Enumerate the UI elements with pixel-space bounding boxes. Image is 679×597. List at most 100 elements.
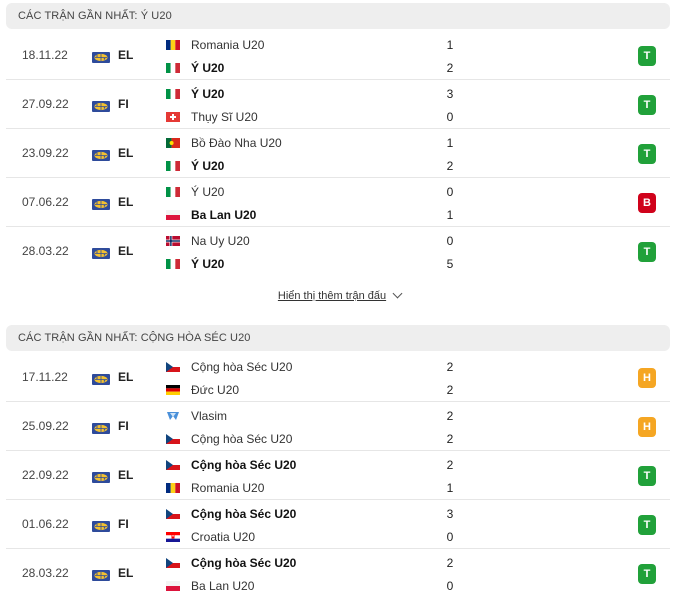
result-badge: T [638,144,656,164]
away-team[interactable]: Ý U20 [166,254,224,274]
switzerland-flag-icon [166,108,180,122]
competition-code: FI [118,97,129,111]
italy-flag-icon [166,59,180,73]
match-row[interactable]: 28.03.22 EL Cộng hòa Séc U20 Ba Lan U20 2 0 T [6,549,670,597]
section-title-czech: CÁC TRẬN GẦN NHẤT: CỘNG HÒA SÉC U20 [6,325,670,351]
away-team[interactable]: Ý U20 [166,156,224,176]
away-team-name[interactable]: Croatia U20 [191,530,256,544]
home-team[interactable]: Cộng hòa Séc U20 [166,553,296,573]
competition-code: EL [118,566,134,580]
match-row[interactable]: 18.11.22 EL Romania U20 Ý U20 1 2 T [6,31,670,80]
czech-flag-icon [166,430,180,444]
home-score: 2 [446,360,454,374]
home-team-name[interactable]: Cộng hòa Séc U20 [191,556,297,570]
home-team-name[interactable]: Romania U20 [191,38,265,52]
match-row[interactable]: 25.09.22 FI Vlasim Cộng hòa Séc U20 2 2 H [6,402,670,451]
home-team[interactable]: Cộng hòa Séc U20 [166,357,292,377]
match-date: 23.09.22 [22,146,69,160]
away-team[interactable]: Croatia U20 [166,527,255,547]
competition-icon [92,568,110,581]
show-more-label[interactable]: Hiển thị thêm trận đấu [277,290,387,302]
away-score: 2 [446,432,454,446]
home-team-name[interactable]: Cộng hòa Séc U20 [191,458,297,472]
home-team[interactable]: Cộng hòa Séc U20 [166,504,296,524]
chevron-down-icon[interactable] [392,288,403,299]
match-date: 28.03.22 [22,566,69,580]
italy-flag-icon [166,157,180,171]
competition-icon [92,50,110,63]
away-team[interactable]: Ý U20 [166,58,224,78]
match-date: 07.06.22 [22,195,69,209]
away-score: 2 [446,383,454,397]
match-row[interactable]: 01.06.22 FI Cộng hòa Séc U20 Croatia U20 3 0 T [6,500,670,549]
match-date: 01.06.22 [22,517,69,531]
competition-icon [92,246,110,259]
home-score: 2 [446,458,454,472]
match-row[interactable]: 23.09.22 EL Bồ Đào Nha U20 Ý U20 1 2 T [6,129,670,178]
home-team-name[interactable]: Bồ Đào Nha U20 [191,136,282,150]
away-team-name[interactable]: Thụy Sĩ U20 [191,110,258,124]
competition-code: EL [118,48,134,62]
home-team[interactable]: Ý U20 [166,84,224,104]
home-team[interactable]: Bồ Đào Nha U20 [166,133,282,153]
away-team-name[interactable]: Ý U20 [191,61,225,75]
away-team-name[interactable]: Ba Lan U20 [191,579,255,593]
vlasim-flag-icon [166,407,180,420]
away-team[interactable]: Cộng hòa Séc U20 [166,429,292,449]
match-row[interactable]: 27.09.22 FI Ý U20 Thụy Sĩ U20 3 0 T [6,80,670,129]
away-team[interactable]: Ba Lan U20 [166,576,254,596]
home-score: 2 [446,556,454,570]
home-team[interactable]: Na Uy U20 [166,231,250,251]
competition-icon [92,148,110,161]
away-team[interactable]: Ba Lan U20 [166,205,256,225]
away-team-name[interactable]: Ý U20 [191,159,225,173]
home-team-name[interactable]: Na Uy U20 [191,234,250,248]
away-team[interactable]: Thụy Sĩ U20 [166,107,258,127]
home-team-name[interactable]: Vlasim [191,409,228,423]
away-team[interactable]: Đức U20 [166,380,239,400]
competition-icon [92,519,110,532]
competition-code: EL [118,468,134,482]
away-score: 0 [446,579,454,593]
competition-code: EL [118,195,134,209]
home-team[interactable]: Ý U20 [166,182,224,202]
competition-code: FI [118,419,129,433]
away-score: 2 [446,61,454,75]
match-date: 25.09.22 [22,419,69,433]
away-team-name[interactable]: Romania U20 [191,481,265,495]
norway-flag-icon [166,232,180,246]
section-title-italy: CÁC TRẬN GẦN NHẤT: Ý U20 [6,3,670,29]
away-team-name[interactable]: Ý U20 [191,257,225,271]
portugal-flag-icon [166,134,180,148]
match-row[interactable]: 17.11.22 EL Cộng hòa Séc U20 Đức U20 2 2 H [6,353,670,402]
match-row[interactable]: 22.09.22 EL Cộng hòa Séc U20 Romania U20 2 1 T [6,451,670,500]
romania-flag-icon [166,36,180,50]
home-team[interactable]: Romania U20 [166,35,264,55]
home-team-name[interactable]: Cộng hòa Séc U20 [191,360,293,374]
away-team-name[interactable]: Ba Lan U20 [191,208,257,222]
croatia-flag-icon [166,528,180,542]
czech-flag-icon [166,554,180,568]
home-team-name[interactable]: Cộng hòa Séc U20 [191,507,297,521]
result-badge: H [638,368,656,388]
match-row[interactable]: 28.03.22 EL Na Uy U20 Ý U20 0 5 T [6,227,670,276]
home-score: 3 [446,87,454,101]
home-team[interactable]: Vlasim [166,406,227,426]
show-more-matches-link[interactable]: Hiển thị thêm trận đấu [0,287,679,305]
result-badge: T [638,515,656,535]
match-row[interactable]: 07.06.22 EL Ý U20 Ba Lan U20 0 1 B [6,178,670,227]
home-team[interactable]: Cộng hòa Séc U20 [166,455,296,475]
result-badge: T [638,95,656,115]
away-team[interactable]: Romania U20 [166,478,264,498]
home-team-name[interactable]: Ý U20 [191,185,225,199]
home-team-name[interactable]: Ý U20 [191,87,225,101]
match-date: 27.09.22 [22,97,69,111]
home-score: 1 [446,136,454,150]
germany-flag-icon [166,381,180,395]
competition-icon [92,470,110,483]
match-date: 28.03.22 [22,244,69,258]
away-score: 2 [446,159,454,173]
away-team-name[interactable]: Cộng hòa Séc U20 [191,432,293,446]
away-team-name[interactable]: Đức U20 [191,383,240,397]
poland-flag-icon [166,206,180,220]
